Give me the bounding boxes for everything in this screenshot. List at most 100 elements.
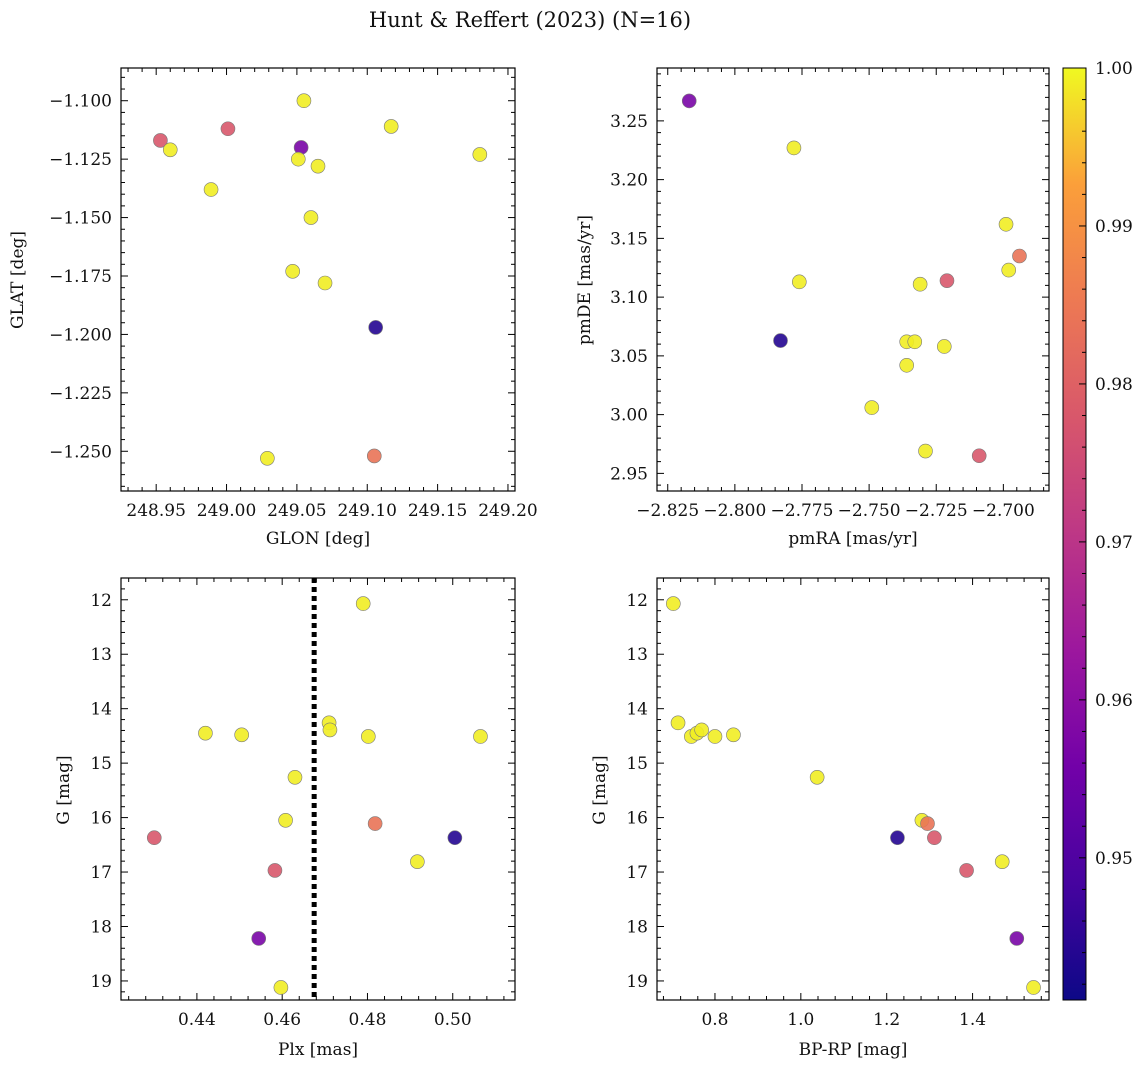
y-tick-label: 18: [90, 917, 112, 937]
x-axis-label: BP-RP [mag]: [799, 1040, 908, 1060]
y-tick-label: −1.200: [49, 325, 112, 345]
y-tick-label: 3.10: [610, 288, 648, 308]
colorbar-gradient: [1062, 67, 1087, 1001]
y-tick-label: −1.250: [49, 442, 112, 462]
y-tick-label: 12: [90, 591, 112, 611]
x-tick-label: 0.44: [178, 1010, 216, 1030]
y-tick-label: 14: [626, 700, 648, 720]
plot-frame: [656, 577, 1050, 1001]
x-tick-label: 249.15: [408, 501, 467, 521]
y-tick-label: 17: [626, 863, 648, 883]
x-tick-label: −2.800: [703, 501, 766, 521]
scatter-point: [694, 722, 709, 738]
y-tick-label: −1.125: [49, 150, 112, 170]
scatter-point: [1009, 931, 1025, 946]
scatter-point: [153, 133, 168, 148]
scatter-point: [681, 93, 697, 109]
scatter-point: [366, 448, 382, 464]
scatter-point: [278, 813, 293, 828]
colorbar-tick-label: 0.96: [1095, 691, 1133, 711]
y-tick-label: 2.95: [610, 464, 648, 484]
panel-plx-g: 0.44 0.46 0.48 0.50 12 13 14 15 16 17 18 19 Plx [ma…: [54, 577, 516, 1060]
y-tick-label: 16: [626, 809, 648, 829]
scatter-point: [303, 210, 319, 225]
scatter-point: [146, 830, 162, 846]
scatter-point: [939, 273, 955, 288]
x-tick-label: 249.10: [338, 501, 397, 521]
y-tick-label: 16: [90, 809, 112, 829]
x-axis-label: GLON [deg]: [266, 529, 370, 549]
scatter-point: [707, 729, 723, 744]
colorbar-tick-label: 0.97: [1095, 533, 1133, 553]
y-tick-label: 3.25: [610, 112, 648, 132]
colorbar-tick-label: 0.98: [1095, 375, 1133, 395]
x-tick-label: 249.20: [478, 501, 537, 521]
x-tick-label: 1.0: [787, 1010, 814, 1030]
y-tick-label: 3.00: [610, 406, 648, 426]
x-tick-label: −2.775: [771, 501, 834, 521]
x-tick-label: 1.2: [873, 1010, 900, 1030]
y-axis-label: pmDE [mas/yr]: [575, 215, 595, 345]
plot-frame: [656, 67, 1050, 492]
x-axis-label: pmRA [mas/yr]: [788, 529, 917, 549]
scatter-point: [899, 357, 914, 373]
y-tick-label: 17: [90, 863, 112, 883]
scatter-point: [473, 729, 488, 744]
panel-bprp-g: 0.8 1.0 1.2 1.4 12 13 14 15 16 17 18 19 BP-RP [mag]…: [590, 577, 1050, 1060]
y-tick-label: −1.100: [49, 92, 112, 112]
scatter-point: [285, 264, 300, 279]
plot-frame: [120, 577, 516, 1001]
scatter-point: [773, 333, 788, 348]
y-tick-label: 12: [626, 591, 648, 611]
scatter-point: [317, 275, 333, 291]
x-tick-label: 248.95: [126, 501, 185, 521]
scatter-point: [971, 448, 987, 464]
scatter-point: [322, 722, 338, 738]
scatter-point: [670, 715, 686, 731]
x-tick-label: 0.50: [434, 1010, 472, 1030]
scatter-point: [287, 769, 303, 785]
scatter-point: [472, 147, 488, 162]
scatter-point: [310, 158, 326, 174]
scatter-point: [1026, 980, 1041, 995]
scatter-point: [927, 830, 942, 846]
scatter-point: [410, 854, 425, 869]
scatter-point: [234, 727, 249, 743]
scatter-point: [260, 450, 275, 466]
y-axis-label: G [mag]: [54, 755, 74, 824]
colorbar: 0.95 0.96 0.97 0.98 0.99 1.00: [1062, 59, 1133, 1001]
scatter-point: [251, 931, 267, 946]
scatter-point: [786, 140, 802, 156]
scatter-point: [296, 93, 312, 109]
y-tick-label: 15: [90, 754, 112, 774]
scatter-point: [792, 274, 807, 290]
y-tick-label: −1.225: [49, 384, 112, 404]
scatter-point: [912, 276, 928, 292]
x-tick-label: −2.725: [905, 501, 968, 521]
x-tick-label: 249.00: [197, 501, 256, 521]
scatter-point: [959, 863, 974, 878]
scatter-point: [1012, 248, 1027, 264]
y-axis-label: GLAT [deg]: [8, 231, 28, 329]
figure-title: Hunt & Reffert (2023) (N=16): [369, 8, 691, 32]
scatter-point: [1001, 262, 1017, 278]
scatter-point: [198, 725, 213, 741]
y-tick-label: 15: [626, 754, 648, 774]
scatter-point: [368, 320, 383, 335]
scatter-point: [447, 830, 463, 846]
x-tick-label: 0.46: [263, 1010, 301, 1030]
scatter-point: [383, 119, 399, 134]
scatter-point: [267, 863, 283, 878]
y-tick-label: 19: [90, 972, 112, 992]
y-tick-label: 13: [626, 645, 648, 665]
x-axis-label: Plx [mas]: [278, 1040, 358, 1060]
x-tick-label: 1.4: [959, 1010, 986, 1030]
scatter-point: [918, 443, 933, 459]
colorbar-tick-label: 1.00: [1095, 59, 1133, 79]
panel-glon-glat: 248.95 249.00 249.05 249.10 249.15 249.20 −1.2…: [8, 67, 538, 549]
scatter-point: [666, 596, 681, 611]
scatter-point: [220, 121, 236, 137]
scatter-point: [920, 816, 935, 831]
x-tick-label: −2.825: [636, 501, 699, 521]
